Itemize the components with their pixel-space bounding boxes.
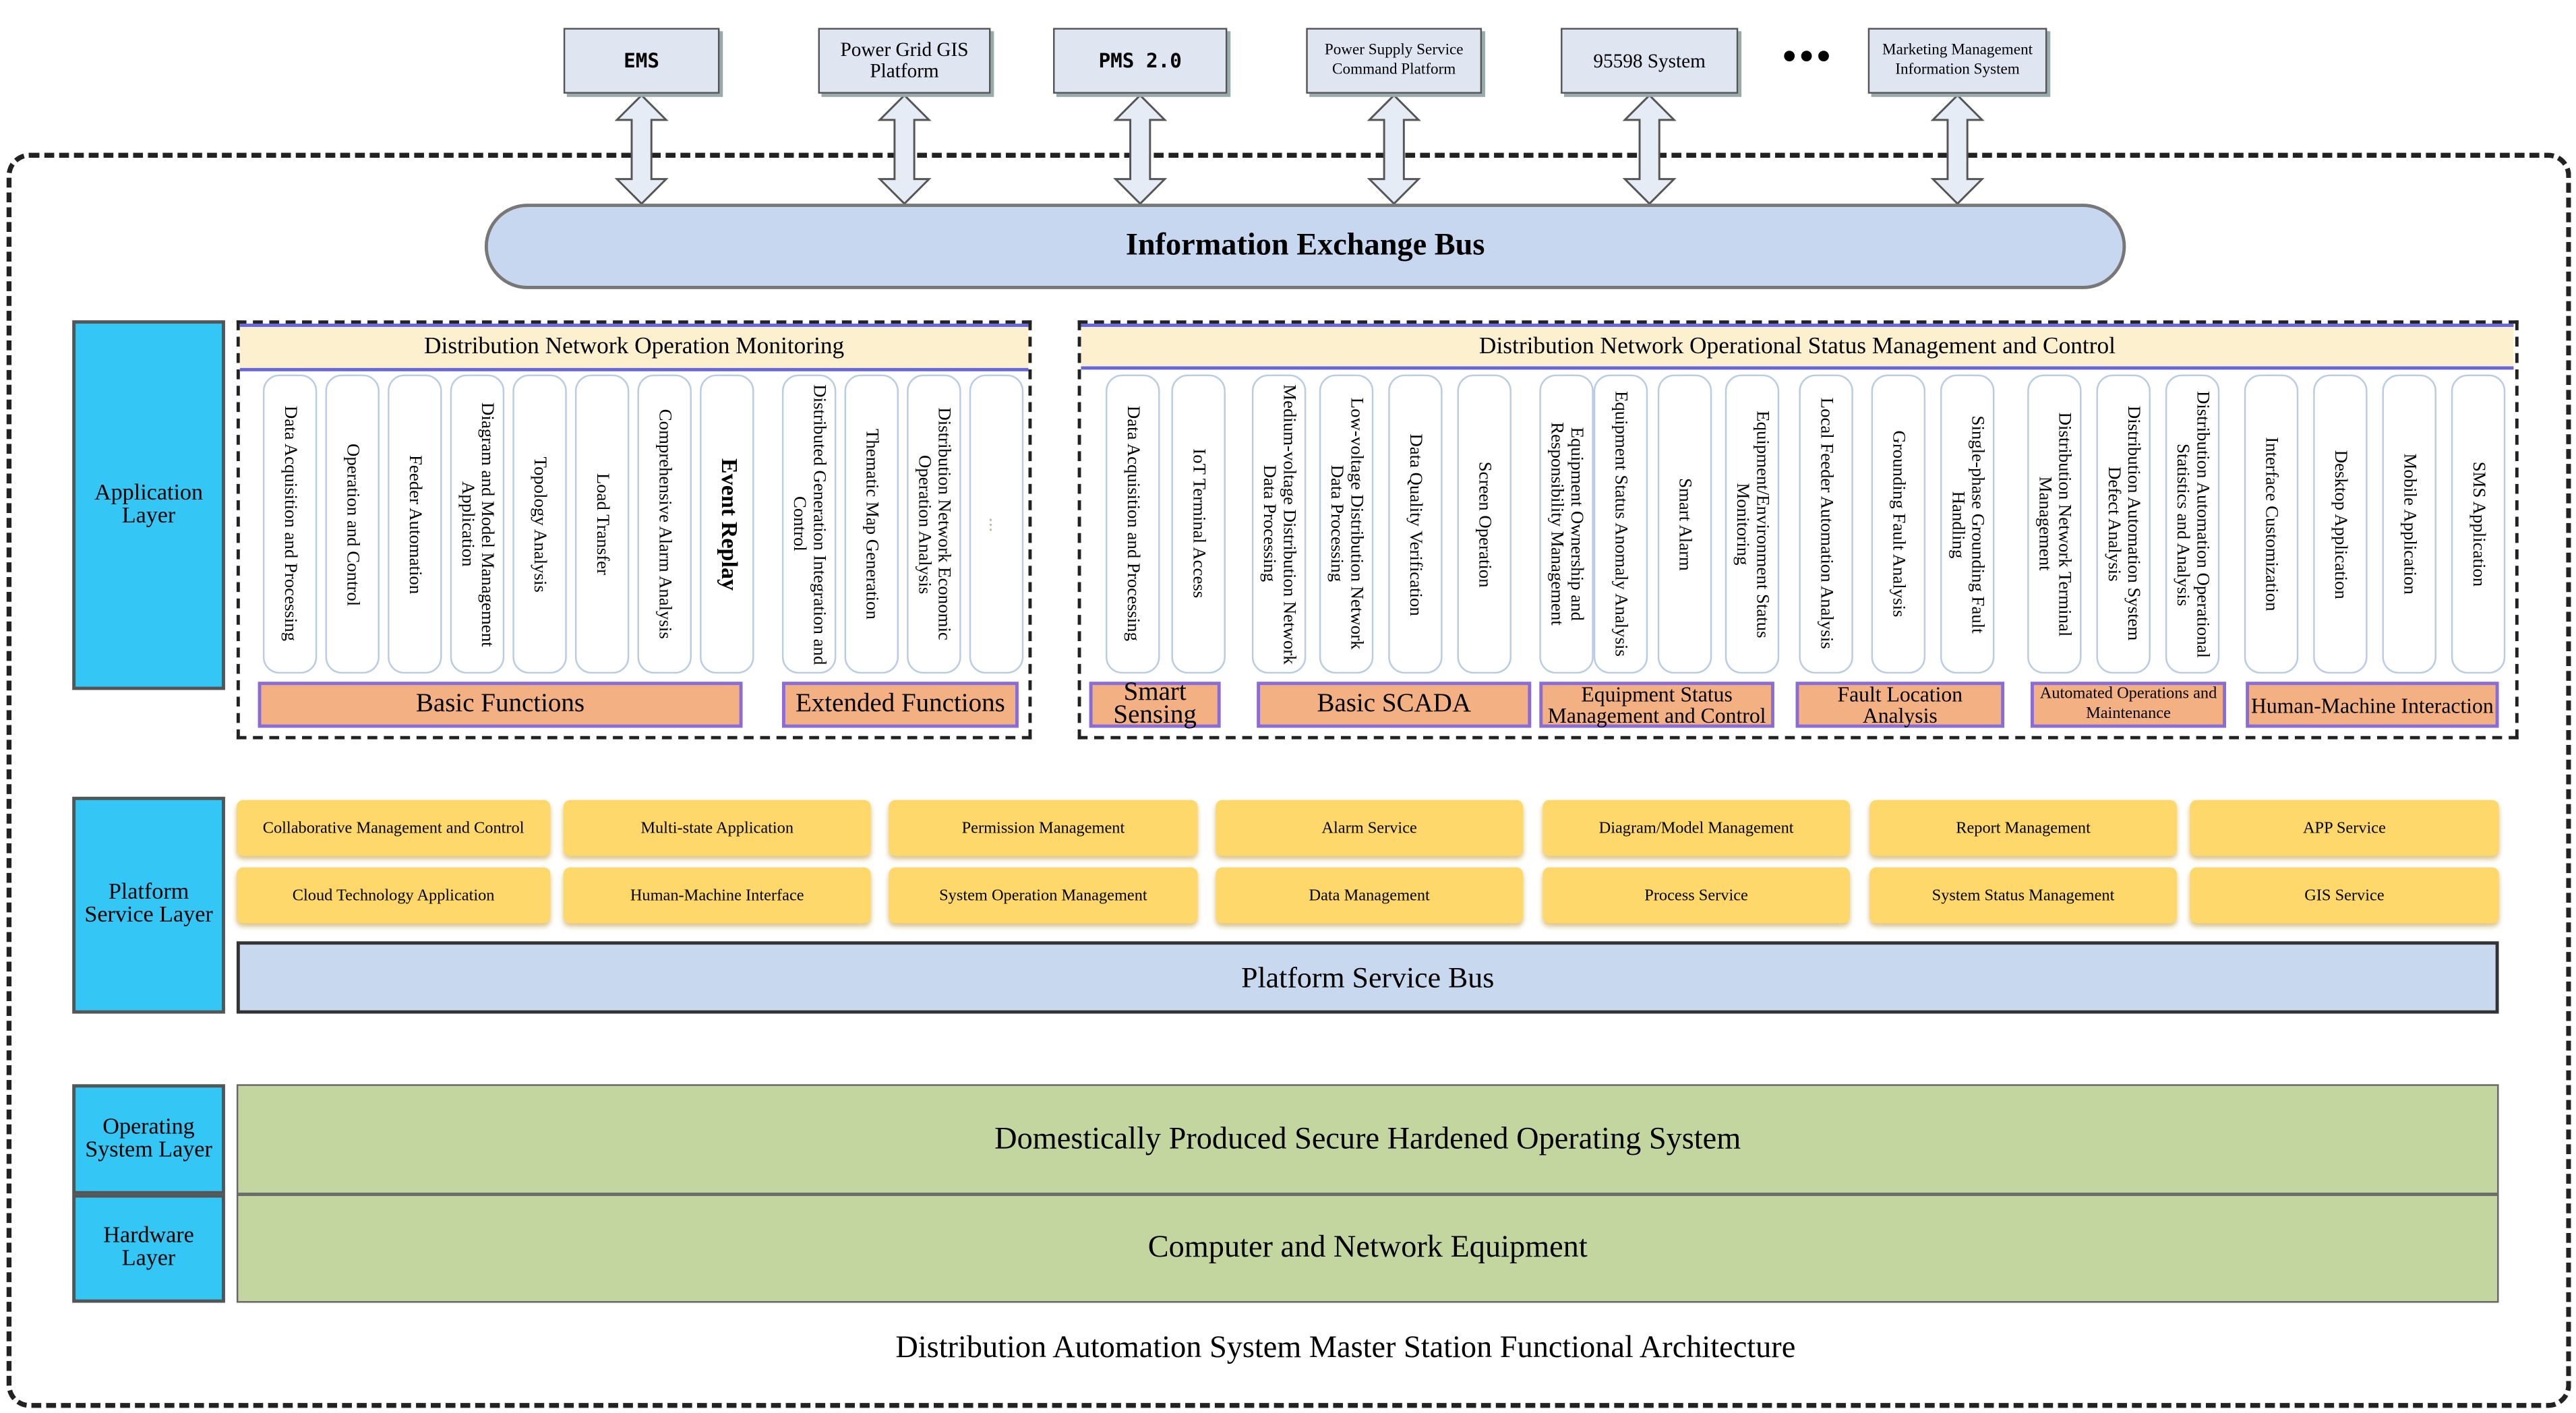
system-pms: PMS 2.0: [1053, 28, 1228, 94]
platform-service-item: Data Management: [1216, 867, 1524, 924]
status-management-group: [1077, 320, 2519, 740]
master-station-boundary: [6, 152, 2571, 1408]
function-column: Local Feeder Automation Analysis: [1799, 374, 1853, 674]
operation-monitoring-group: [236, 320, 1032, 740]
diagram-caption: Distribution Automation System Master St…: [895, 1330, 1796, 1366]
function-category-label: Smart Sensing: [1089, 680, 1221, 729]
function-column: Grounding Fault Analysis: [1871, 374, 1926, 674]
platform-service-item: Human-Machine Interface: [563, 867, 871, 924]
platform-service-item: GIS Service: [2190, 867, 2499, 924]
function-column: IoT Terminal Access: [1171, 374, 1226, 674]
bidirectional-arrow-icon: [1367, 94, 1421, 206]
function-column: Event Replay: [700, 374, 754, 674]
function-category-label: Fault Location Analysis: [1795, 682, 2005, 728]
platform-service-item: Multi-state Application: [563, 800, 871, 856]
operating-system-box: Domestically Produced Secure Hardened Op…: [236, 1084, 2499, 1195]
function-column: Desktop Application: [2313, 374, 2368, 674]
function-column: Thematic Map Generation: [844, 374, 899, 674]
bidirectional-arrow-icon: [1930, 94, 1985, 206]
platform-service-item: System Status Management: [1869, 867, 2177, 924]
function-column: Distributed Generation Integration and C…: [781, 374, 837, 674]
platform-service-item: Cloud Technology Application: [236, 867, 551, 924]
function-column: Comprehensive Alarm Analysis: [637, 374, 692, 674]
platform-service-item: Diagram/Model Management: [1542, 800, 1850, 856]
function-column: Data Acquisition and Processing: [1106, 374, 1160, 674]
function-column: SMS Application: [2451, 374, 2506, 674]
status-management-title: Distribution Network Operational Status …: [1081, 324, 2514, 370]
hardware-layer-label: Hardware Layer: [72, 1194, 225, 1303]
function-column: Distribution Automation Operational Stat…: [2165, 374, 2220, 674]
function-column: Distribution Automation System Defect An…: [2096, 374, 2151, 674]
function-column: Topology Analysis: [512, 374, 567, 674]
system-ems: EMS: [563, 28, 720, 94]
function-column: ...: [969, 374, 1024, 674]
system-gis-platform: Power Grid GIS Platform: [818, 28, 991, 94]
function-column: Medium-voltage Distribution Network Data…: [1251, 374, 1307, 674]
function-column: Distribution Network Economic Operation …: [907, 374, 961, 674]
platform-service-bus: Platform Service Bus: [236, 941, 2499, 1014]
platform-service-item: System Operation Management: [889, 867, 1198, 924]
function-column: Low-voltage Distribution Network Data Pr…: [1319, 374, 1374, 674]
bidirectional-arrow-icon: [877, 94, 932, 206]
system-power-supply-command: Power Supply Service Command Platform: [1306, 28, 1482, 94]
function-category-label: Equipment Status Management and Control: [1539, 682, 1774, 728]
platform-service-item: Alarm Service: [1216, 800, 1524, 856]
function-column: Feeder Automation: [388, 374, 442, 674]
system-marketing-system: Marketing Management Information System: [1867, 28, 2047, 94]
function-column: Equipment Ownership and Responsibility M…: [1539, 374, 1594, 674]
function-column: Operation and Control: [325, 374, 380, 674]
platform-service-item: Process Service: [1542, 867, 1850, 924]
platform-service-layer-label: Platform Service Layer: [72, 796, 225, 1014]
more-systems-ellipsis: •••: [1783, 36, 1834, 79]
application-layer-label: Application Layer: [72, 320, 225, 690]
system-95598-system: 95598 System: [1561, 28, 1739, 94]
function-column: Equipment/Environment Status Monitoring: [1725, 374, 1780, 674]
function-column: Mobile Application: [2382, 374, 2436, 674]
function-category-label: Basic SCADA: [1257, 682, 1532, 728]
function-column: Load Transfer: [574, 374, 630, 674]
function-column: Distribution Network Terminal Management: [2027, 374, 2082, 674]
hardware-box: Computer and Network Equipment: [236, 1194, 2499, 1303]
platform-service-item: Permission Management: [889, 800, 1198, 856]
bus-arrows: [614, 94, 1985, 206]
function-column: Screen Operation: [1457, 374, 1511, 674]
function-category-label: Automated Operations and Maintenance: [2031, 682, 2226, 728]
function-column: Interface Customization: [2244, 374, 2299, 674]
platform-service-item: Report Management: [1869, 800, 2177, 856]
function-column: Data Acquisition and Processing: [262, 374, 318, 674]
bidirectional-arrow-icon: [1113, 94, 1168, 206]
function-category-label: Human-Machine Interaction: [2246, 682, 2499, 728]
information-exchange-bus: Information Exchange Bus: [484, 204, 2126, 289]
platform-service-item: APP Service: [2190, 800, 2499, 856]
operation-monitoring-title: Distribution Network Operation Monitorin…: [239, 324, 1029, 371]
function-column: Diagram and Model Management Application: [450, 374, 505, 674]
function-column: Smart Alarm: [1657, 374, 1712, 674]
function-category-label: Basic Functions: [258, 682, 743, 728]
function-column: Data Quality Verification: [1388, 374, 1443, 674]
function-column: Single-phase Grounding Fault Handling: [1940, 374, 1995, 674]
platform-service-item: Collaborative Management and Control: [236, 800, 551, 856]
function-category-label: Extended Functions: [781, 682, 1019, 728]
function-column: Equipment Status Anomaly Analysis: [1593, 374, 1648, 674]
operating-system-layer-label: Operating System Layer: [72, 1084, 225, 1195]
bidirectional-arrow-icon: [1622, 94, 1677, 206]
bidirectional-arrow-icon: [614, 94, 669, 206]
